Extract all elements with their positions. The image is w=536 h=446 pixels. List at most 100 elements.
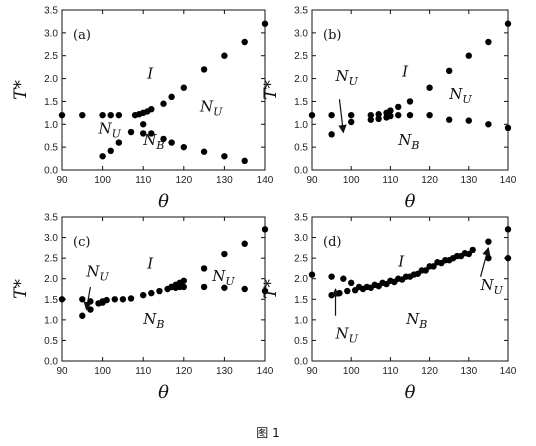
annotation-arrow	[338, 99, 347, 134]
data-point	[261, 287, 269, 295]
y-tick-label: 2.5	[294, 51, 308, 62]
data-point	[107, 111, 114, 119]
data-point	[221, 153, 228, 160]
y-tick-label: 0.5	[44, 336, 58, 347]
data-point	[375, 115, 382, 123]
data-point	[148, 289, 155, 297]
y-tick-label: 0.0	[294, 357, 308, 368]
data-point	[180, 84, 187, 91]
data-point	[168, 93, 175, 101]
x-axis-label: θ	[405, 191, 416, 212]
x-tick-label: 110	[382, 175, 398, 186]
data-point	[430, 263, 437, 270]
plot-frame	[61, 9, 266, 171]
phase-label: NB	[142, 131, 164, 152]
data-point	[127, 295, 135, 302]
data-point	[148, 106, 155, 113]
y-tick-label: 1.5	[44, 295, 58, 306]
phase-label: I	[401, 62, 409, 80]
data-point	[465, 52, 472, 59]
data-point	[200, 66, 208, 73]
data-point	[99, 153, 106, 160]
y-tick-label: 2.0	[294, 74, 308, 85]
data-point	[328, 131, 335, 138]
phase-label: NU	[335, 67, 359, 88]
data-point	[99, 299, 106, 306]
data-point	[328, 111, 335, 119]
y-tick-label: 1.5	[294, 97, 308, 108]
figure: 90 100 110 120 130 140 0.0 0.5 1.0 1.5 2.0 2.5 3.0 3.…	[11, 6, 517, 404]
x-tick-label: 90	[56, 175, 68, 186]
chart-panel: 90 100 110 120 130 140 0.0 0.5 1.0 1.5 2.0 2.5 3.0 3.…	[261, 213, 517, 404]
y-tick-label: 2.0	[44, 74, 58, 85]
data-point	[180, 277, 187, 284]
annotation-arrow	[83, 286, 92, 311]
data-point	[406, 111, 414, 119]
data-point	[168, 139, 175, 146]
data-point	[160, 100, 167, 107]
data-point	[58, 296, 66, 303]
data-point	[344, 287, 351, 295]
data-point	[241, 38, 248, 46]
data-point	[504, 20, 512, 27]
x-tick-label: 140	[257, 366, 274, 377]
y-tick-label: 1.5	[44, 97, 58, 108]
data-point	[461, 250, 469, 257]
phase-label: NU	[448, 85, 472, 106]
data-point	[367, 111, 374, 119]
data-point	[58, 111, 66, 119]
data-point	[398, 276, 406, 283]
y-tick-label: 3.0	[294, 28, 308, 39]
plot-frame	[61, 216, 266, 362]
x-tick-label: 140	[257, 175, 274, 186]
y-tick-label: 0.5	[294, 336, 308, 347]
phase-label: NU	[199, 97, 223, 118]
chart-panel: 90 100 110 120 130 140 0.0 0.5 1.0 1.5 2.0 2.5 3.0 3.…	[261, 6, 517, 213]
y-tick-label: 2.5	[294, 254, 308, 265]
phase-label: I	[397, 252, 405, 270]
data-point	[391, 278, 398, 286]
x-tick-label: 120	[175, 175, 192, 186]
y-axis-label: T*	[11, 279, 31, 299]
data-point	[465, 117, 472, 124]
x-tick-label: 110	[382, 366, 398, 377]
data-point	[79, 111, 86, 119]
panel-label: (c)	[73, 235, 90, 250]
phase-label: NB	[405, 310, 427, 331]
data-point	[200, 283, 208, 291]
data-point	[348, 279, 355, 287]
x-axis-label: θ	[158, 191, 169, 212]
chart-panel: 90 100 110 120 130 140 0.0 0.5 1.0 1.5 2.0 2.5 3.0 3.…	[11, 6, 274, 213]
data-point	[504, 226, 512, 233]
x-tick-label: 130	[216, 366, 233, 377]
data-point	[359, 285, 367, 293]
data-point	[107, 147, 114, 154]
data-point	[115, 139, 123, 146]
data-point	[328, 291, 335, 299]
data-point	[87, 306, 94, 313]
data-point	[241, 157, 248, 165]
data-point	[180, 283, 187, 291]
y-tick-label: 3.0	[44, 233, 58, 244]
x-tick-label: 140	[500, 366, 517, 377]
data-point	[351, 287, 359, 294]
x-tick-label: 140	[500, 175, 517, 186]
y-tick-label: 3.5	[294, 6, 308, 17]
y-tick-label: 0.0	[294, 166, 308, 177]
data-point	[367, 116, 374, 123]
x-tick-label: 110	[135, 175, 151, 186]
y-tick-label: 1.0	[44, 315, 58, 326]
y-tick-label: 1.0	[44, 120, 58, 131]
data-point	[446, 67, 453, 75]
x-tick-label: 100	[94, 175, 111, 186]
data-point	[221, 284, 228, 291]
phase-label: NU	[211, 267, 235, 288]
x-tick-label: 120	[421, 366, 438, 377]
x-tick-label: 100	[343, 366, 360, 377]
plot-frame	[311, 216, 509, 362]
data-point	[485, 238, 492, 245]
x-tick-label: 130	[460, 175, 477, 186]
y-tick-label: 1.0	[294, 120, 308, 131]
data-point	[414, 270, 422, 277]
x-tick-label: 90	[56, 366, 68, 377]
